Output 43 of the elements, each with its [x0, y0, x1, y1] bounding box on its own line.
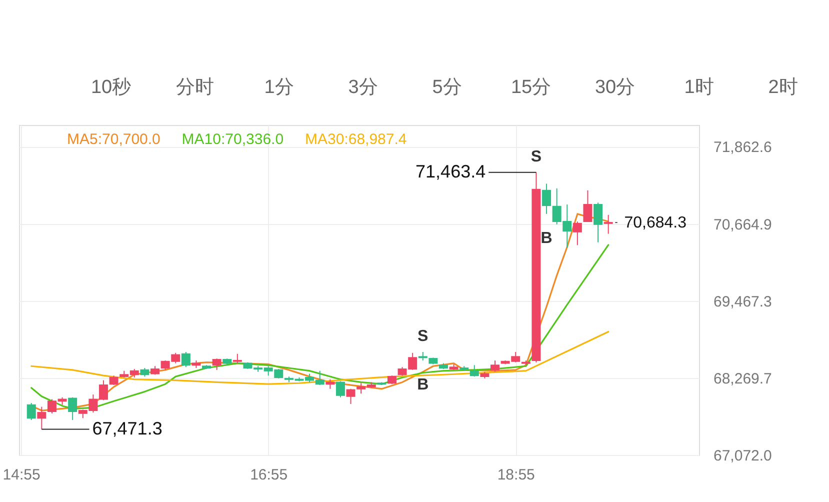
text: MA5:70,700.0: [67, 131, 160, 148]
annotation: B: [540, 230, 552, 247]
candlestick: [232, 353, 242, 364]
text: 3分: [348, 77, 378, 98]
text: 1时: [684, 77, 714, 98]
candlestick: [594, 202, 603, 243]
y-tick-label: 71,862.6: [714, 139, 772, 156]
candlestick: [604, 214, 613, 234]
text: 分时: [176, 77, 214, 98]
annotation: S: [418, 328, 429, 345]
text: 2时: [768, 77, 798, 98]
x-tick-label: 16:55: [250, 466, 288, 484]
x-tick-label: 18:55: [497, 466, 535, 484]
candlestick: [542, 183, 552, 214]
candlestick: [583, 190, 592, 222]
annotation: S: [530, 148, 542, 166]
annotation: 71,463.4: [416, 161, 486, 182]
candlestick: [490, 360, 500, 372]
candlestick: [37, 406, 46, 430]
text: MA30:68,987.4: [305, 131, 407, 148]
text: 5分: [432, 77, 462, 98]
y-tick-label: 70,664.9: [714, 216, 772, 234]
x-tick-label: 14:55: [2, 466, 40, 484]
candlestick: [181, 351, 190, 368]
candlestick: [470, 364, 479, 378]
candlestick: [212, 358, 222, 370]
text: 30分: [594, 77, 636, 98]
text: 1分: [264, 77, 294, 98]
candlestick: [336, 380, 345, 398]
annotation: 67,471.3: [92, 418, 162, 438]
text: 15分: [510, 77, 552, 98]
annotation: B: [417, 376, 429, 394]
text: MA10:70,336.0: [182, 131, 284, 148]
candlestick: [572, 221, 582, 246]
ref-line-label: 70,684.3: [624, 214, 687, 232]
y-tick-label: 67,072.0: [714, 448, 772, 464]
candlestick: [326, 378, 335, 390]
text: 10秒: [90, 77, 132, 98]
y-tick-label: 69,467.3: [714, 293, 772, 310]
candlestick: [68, 396, 78, 420]
candlestick: [26, 402, 36, 420]
y-tick-label: 68,269.7: [714, 370, 772, 388]
candlestick: [109, 375, 118, 386]
